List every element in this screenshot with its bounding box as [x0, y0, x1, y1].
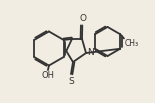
Text: OH: OH — [41, 71, 54, 80]
Text: CH₃: CH₃ — [124, 39, 139, 48]
Text: N: N — [87, 48, 94, 57]
Text: S: S — [69, 77, 74, 86]
Text: O: O — [79, 14, 86, 23]
